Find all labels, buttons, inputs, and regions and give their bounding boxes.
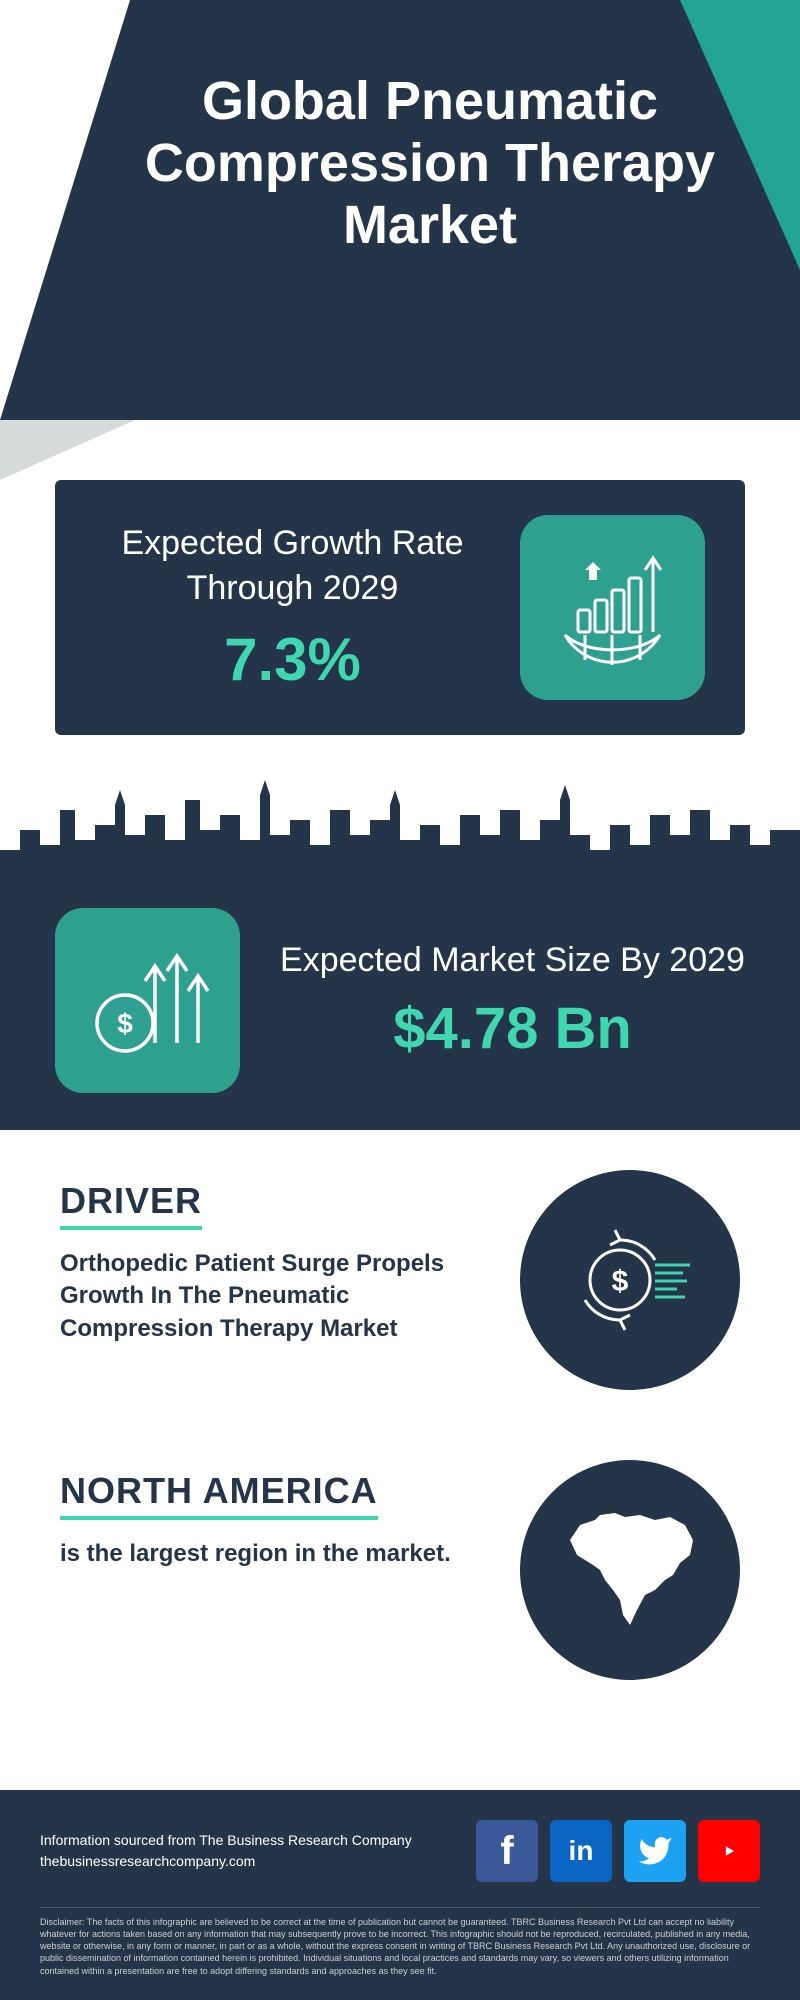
growth-rate-value: 7.3% [95,625,490,694]
market-size-card: $ Expected Market Size By 2029 $4.78 Bn [0,870,800,1130]
growth-rate-label: Expected Growth Rate Through 2029 [95,521,490,609]
header: Global Pneumatic Compression Therapy Mar… [0,0,800,420]
region-body: is the largest region in the market. [60,1538,480,1570]
footer-source-line2: thebusinessresearchcompany.com [40,1851,412,1872]
svg-text:$: $ [612,1265,629,1298]
region-text: NORTH AMERICA is the largest region in t… [60,1460,480,1570]
svg-text:$: $ [117,1008,133,1039]
region-row: NORTH AMERICA is the largest region in t… [60,1460,740,1680]
driver-body: Orthopedic Patient Surge Propels Growth … [60,1248,480,1345]
footer: Information sourced from The Business Re… [0,1790,800,2000]
footer-source: Information sourced from The Business Re… [40,1830,412,1872]
dollar-arrows-up-icon: $ [55,908,240,1093]
market-size-value: $4.78 Bn [280,995,745,1062]
driver-text: DRIVER Orthopedic Patient Surge Propels … [60,1170,480,1345]
driver-row: DRIVER Orthopedic Patient Surge Propels … [60,1170,740,1390]
north-america-map-icon [520,1460,740,1680]
driver-heading: DRIVER [60,1180,202,1230]
growth-rate-text: Expected Growth Rate Through 2029 7.3% [95,521,490,693]
spacer-band [0,420,800,480]
region-heading: NORTH AMERICA [60,1470,378,1520]
linkedin-icon[interactable]: in [550,1820,612,1882]
footer-disclaimer: Disclaimer: The facts of this infographi… [40,1907,760,1977]
social-row: f in [476,1820,760,1882]
info-section: DRIVER Orthopedic Patient Surge Propels … [60,1170,740,1750]
facebook-icon[interactable]: f [476,1820,538,1882]
youtube-icon[interactable] [698,1820,760,1882]
market-size-text: Expected Market Size By 2029 $4.78 Bn [280,938,745,1061]
growth-chart-globe-icon [520,515,705,700]
footer-top: Information sourced from The Business Re… [40,1820,760,1882]
market-size-label: Expected Market Size By 2029 [280,938,745,982]
page-title: Global Pneumatic Compression Therapy Mar… [140,70,720,256]
city-skyline-icon [0,760,800,880]
twitter-icon[interactable] [624,1820,686,1882]
dollar-cycle-icon: $ [520,1170,740,1390]
growth-rate-card: Expected Growth Rate Through 2029 7.3% [55,480,745,735]
footer-source-line1: Information sourced from The Business Re… [40,1830,412,1851]
